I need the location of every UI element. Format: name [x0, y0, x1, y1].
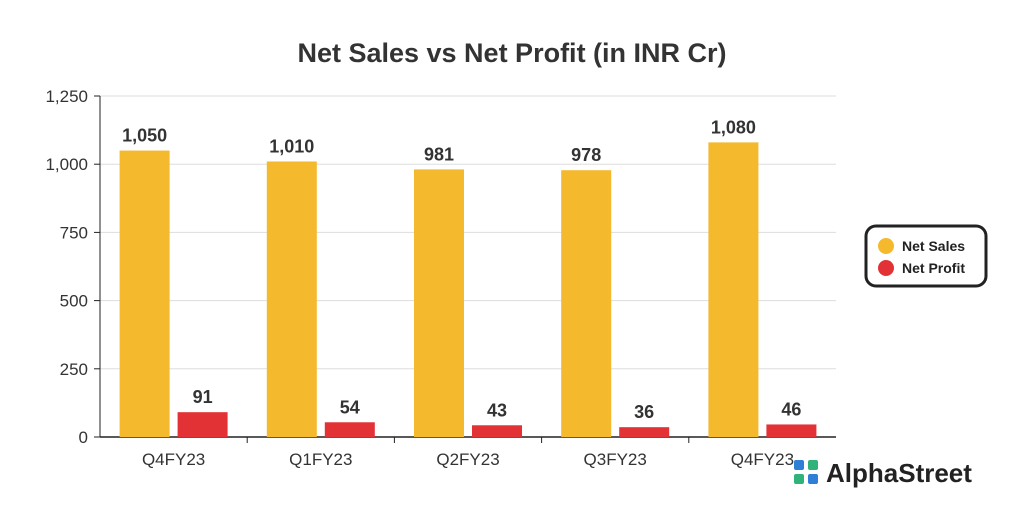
x-tick-label: Q1FY23 [289, 450, 352, 469]
data-label-net-profit: 54 [340, 397, 360, 417]
data-label-net-profit: 46 [781, 399, 801, 419]
data-label-net-sales: 1,010 [269, 136, 314, 156]
legend-label-net-profit: Net Profit [902, 260, 965, 276]
data-label-net-sales: 1,050 [122, 126, 167, 146]
chart-title: Net Sales vs Net Profit (in INR Cr) [297, 38, 726, 68]
bar-net-sales [414, 169, 464, 438]
x-tick-label: Q4FY23 [731, 450, 794, 469]
legend-box [864, 224, 988, 288]
x-tick-label: Q4FY23 [142, 450, 205, 469]
y-tick-label: 250 [60, 360, 88, 379]
bar-net-sales [708, 142, 759, 437]
bar-net-sales [561, 170, 612, 437]
bar-net-profit [619, 427, 670, 437]
data-label-net-profit: 36 [634, 402, 654, 422]
x-axis-ticks: Q4FY23 Q1FY23 Q2FY23 Q3FY23 Q4FY23 [142, 437, 794, 469]
y-tick-label: 500 [60, 292, 88, 311]
x-tick-label: Q2FY23 [436, 450, 499, 469]
bar-net-profit [177, 412, 228, 437]
bar-net-profit [766, 424, 817, 437]
data-label-net-profit: 91 [193, 387, 213, 407]
bar-net-profit [324, 422, 375, 437]
data-label-net-sales: 978 [571, 145, 601, 165]
x-tick-label: Q3FY23 [584, 450, 647, 469]
legend: Net Sales Net Profit [864, 224, 988, 288]
y-tick-label: 1,250 [45, 87, 88, 106]
bars [119, 142, 817, 438]
brand-name: AlphaStreet [826, 458, 972, 488]
brand-logo: AlphaStreet [793, 458, 972, 488]
data-label-net-sales: 981 [424, 144, 454, 164]
alphastreet-logo-icon [793, 459, 819, 485]
y-tick-label: 1,000 [45, 155, 88, 174]
y-tick-label: 750 [60, 223, 88, 242]
data-label-net-profit: 43 [487, 400, 507, 420]
bar-net-sales [119, 150, 170, 437]
bar-net-sales [266, 161, 317, 438]
y-tick-label: 0 [79, 428, 88, 447]
data-label-net-sales: 1,080 [711, 117, 756, 137]
legend-swatch-net-sales [878, 238, 894, 254]
data-labels: 1,050 91 1,010 54 981 43 978 36 1,080 46 [122, 117, 801, 422]
legend-swatch-net-profit [878, 260, 894, 276]
legend-label-net-sales: Net Sales [902, 238, 965, 254]
bar-net-profit [472, 425, 522, 437]
